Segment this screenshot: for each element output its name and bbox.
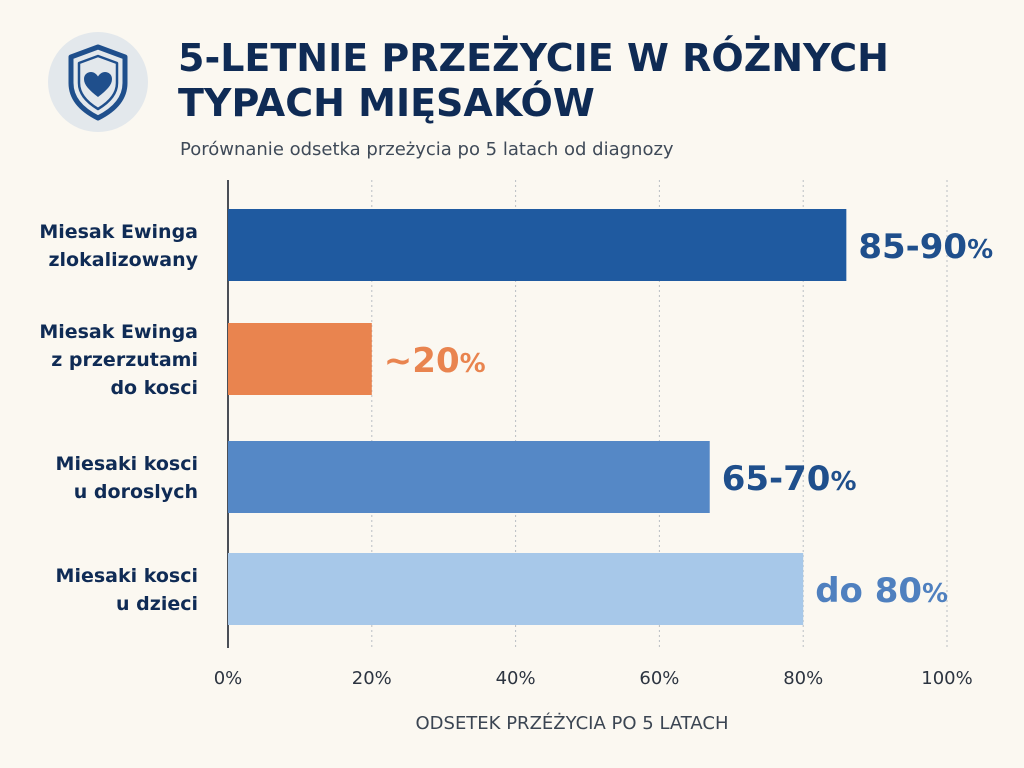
x-tick-label: 60%: [639, 668, 679, 689]
data-label: 85-90%: [858, 227, 993, 267]
category-label: Miesaki kosci u dzieci: [56, 565, 198, 615]
x-tick-label: 80%: [783, 668, 823, 689]
x-tick-label: 20%: [352, 668, 392, 689]
category-label: Miesak Ewinga zlokalizowany: [39, 221, 198, 271]
data-label: ~20%: [384, 341, 486, 381]
bar: [228, 323, 372, 395]
page-title: 5-LETNIE PRZEŻYCIE W RÓŻNYCH TYPACH MIĘS…: [178, 36, 889, 125]
x-tick-label: 40%: [496, 668, 536, 689]
bar: [228, 553, 804, 625]
x-tick-label: 0%: [214, 668, 243, 689]
data-label: 65-70%: [722, 459, 857, 499]
data-label: do 80%: [815, 571, 948, 611]
shield-heart-icon: [68, 44, 128, 121]
x-axis-label: ODSETEK PRZÉŻYCIA PO 5 LATACH: [415, 712, 728, 734]
logo-badge: [48, 32, 148, 132]
bar: [228, 441, 710, 513]
category-label: Miesaki kosci u doroslych: [56, 453, 198, 503]
x-tick-label: 100%: [921, 668, 972, 689]
page-subtitle: Porównanie odsetka przeżycia po 5 latach…: [180, 139, 674, 160]
category-label: Miesak Ewinga z przerzutami do kosci: [39, 321, 198, 399]
bar: [228, 209, 847, 281]
